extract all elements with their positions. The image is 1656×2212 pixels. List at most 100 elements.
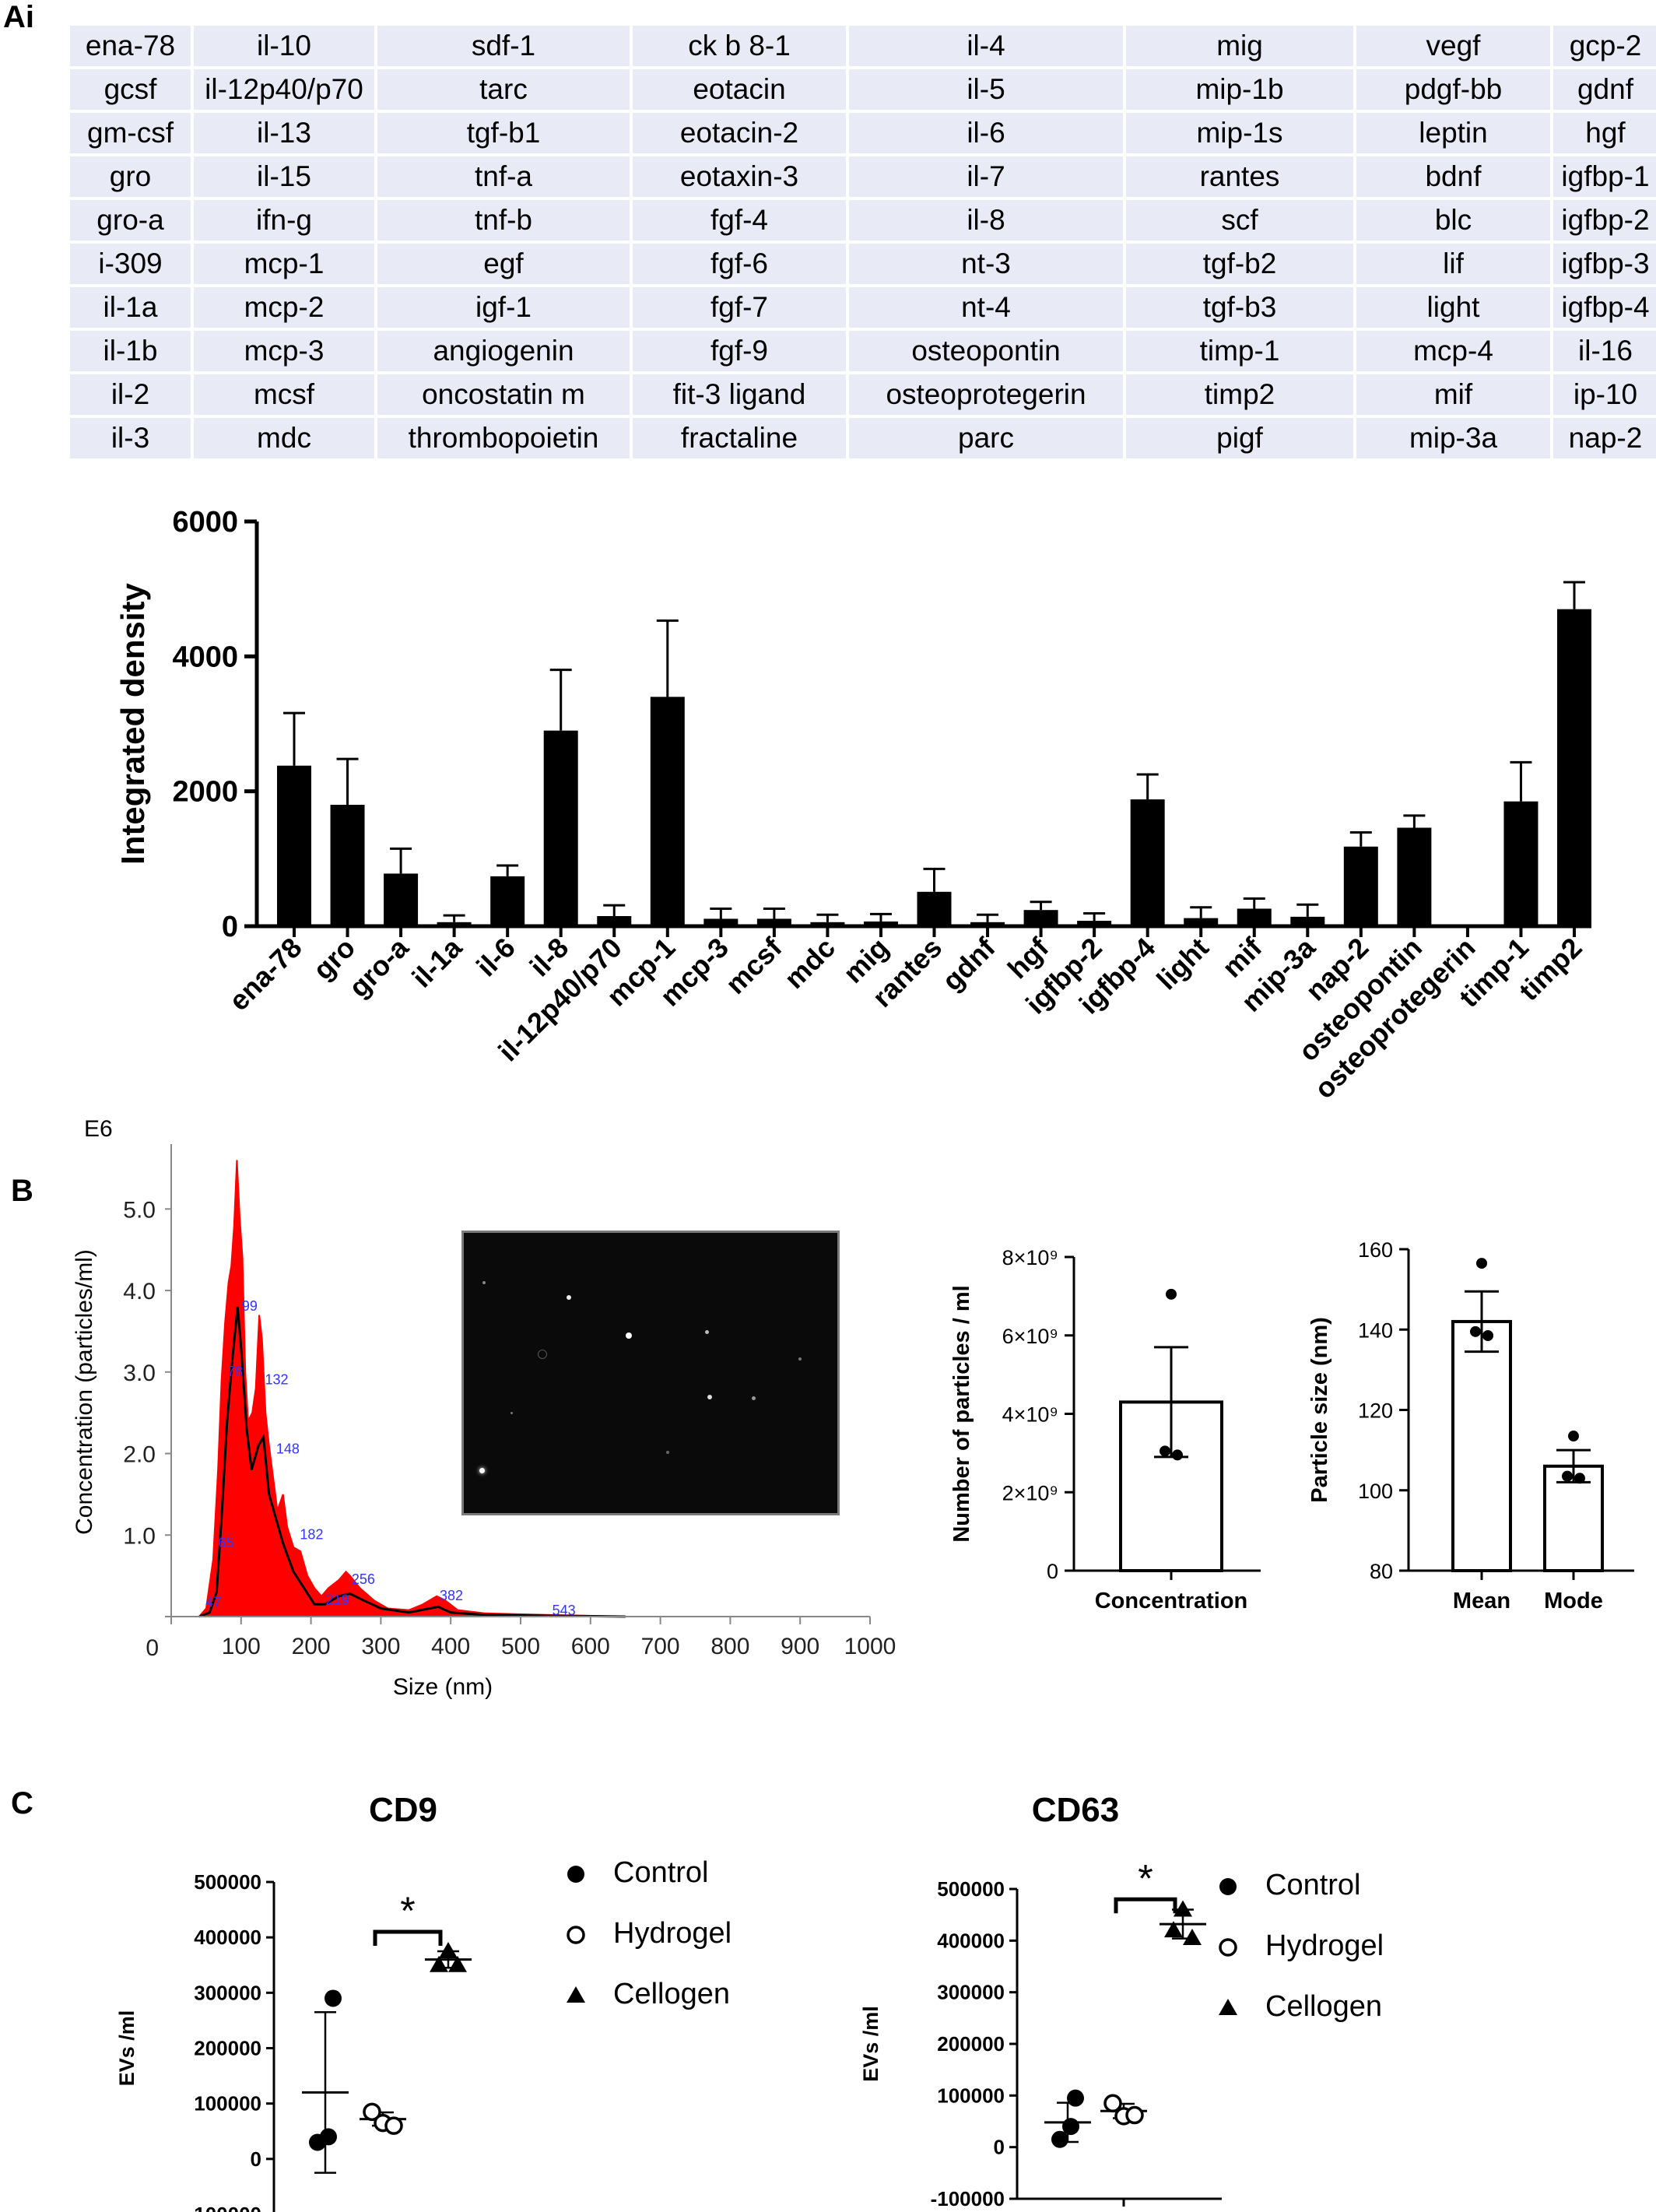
bar	[384, 873, 419, 926]
cytokine-cell: il-16	[1553, 331, 1656, 371]
cytokine-cell: parc	[849, 418, 1123, 458]
legend-marker	[567, 1926, 585, 1944]
cytokine-cell: timp-1	[1126, 331, 1353, 371]
x-tick-label: Mean	[1453, 1589, 1510, 1613]
cytokine-cell: bdnf	[1356, 156, 1550, 197]
cytokine-cell: igf-1	[377, 287, 630, 328]
y-tick-label: 6×10⁹	[1002, 1325, 1058, 1348]
cytokine-cell: osteoprotegerin	[849, 374, 1123, 415]
bar	[597, 916, 632, 926]
data-point	[430, 1955, 448, 1972]
peak-size-label: 78	[227, 1364, 243, 1379]
cytokine-cell: mip-3a	[1356, 418, 1550, 458]
peak-size-label: 47	[205, 1594, 221, 1610]
cytokine-cell: igfbp-2	[1553, 200, 1656, 241]
x-tick-label: 700	[641, 1634, 680, 1659]
cytokine-cell: nt-3	[849, 244, 1123, 284]
legend-label: Hydrogel	[613, 1917, 732, 1950]
data-point	[1067, 2089, 1084, 2107]
peak-size-label: 148	[276, 1441, 300, 1457]
cytokine-cell: il-13	[194, 113, 374, 153]
y-tick-label: 4×10⁹	[1002, 1403, 1058, 1427]
cd9-scatter-chart: CD9 -100000 0 100000 200000 300000 400000 50000…	[115, 1791, 732, 2212]
cytokine-row: i-309 mcp-1 egf fgf-6 nt-3 tgf-b2 lif igfbp-3	[70, 244, 1656, 284]
bar	[1130, 799, 1165, 926]
bar	[1543, 1464, 1604, 1572]
cytokine-cell: nt-4	[849, 287, 1123, 328]
panel-label-b: B	[11, 1174, 33, 1208]
peak-size-label: 219	[326, 1592, 349, 1607]
bar	[1023, 910, 1058, 926]
legend-label: Control	[1265, 1869, 1361, 1901]
x-tick-label: timp2	[1513, 932, 1588, 1007]
y-tick-label: 8×10⁹	[1002, 1246, 1058, 1269]
cytokine-row: gm-csf il-13 tgf-b1 eotacin-2 il-6 mip-1s lept…	[70, 113, 1656, 153]
particle-size-chart: 80 100 120 140 160 Particle size (nm) Mean Mode	[1307, 1238, 1634, 1613]
bar	[917, 891, 952, 926]
legend-label: Hydrogel	[1265, 1929, 1384, 1962]
x-tick-label: gro-a	[342, 931, 415, 1003]
y-axis-title: EVs /ml	[115, 2010, 139, 2087]
y-tick-label: 100	[1358, 1480, 1393, 1503]
x-tick-label: il-1a	[405, 931, 468, 994]
cytokine-cell: mcp-1	[194, 244, 374, 284]
peak-size-label: 65	[218, 1535, 233, 1550]
data-point	[1103, 2094, 1122, 2113]
cytokine-cell: mif	[1356, 374, 1550, 415]
data-point	[1574, 1473, 1585, 1484]
y-tick-label: 0	[222, 911, 238, 943]
cytokine-cell: nap-2	[1553, 418, 1656, 458]
y-tick-label: 140	[1358, 1318, 1393, 1342]
y-tick-label: 5.0	[123, 1197, 156, 1223]
cytokine-array-map: ena-78 il-10 sdf-1 ck b 8-1 il-4 mig vegf gcp-2…	[67, 23, 1656, 462]
bar	[1503, 801, 1538, 926]
data-point	[1470, 1325, 1481, 1337]
cytokine-cell: angiogenin	[377, 331, 630, 371]
x-tick-label: mcsf	[719, 931, 788, 1000]
y-tick-label: 80	[1370, 1560, 1393, 1583]
x-axis-title: Size (nm)	[393, 1674, 493, 1700]
bar	[490, 876, 525, 926]
x-tick-label: 600	[571, 1634, 610, 1659]
y-tick-label: 200000	[937, 2032, 1005, 2056]
cytokine-cell: egf	[377, 244, 630, 284]
data-point	[1568, 1431, 1579, 1442]
bar	[437, 922, 472, 926]
cytokine-cell: ena-78	[70, 26, 191, 66]
y-tick-label: 0	[994, 2136, 1005, 2159]
cytokine-row: il-1b mcp-3 angiogenin fgf-9 osteopontin timp…	[70, 331, 1656, 371]
cytokine-cell: mdc	[194, 418, 374, 458]
y-tick-label: 300000	[194, 1981, 261, 2004]
x-tick-label: light	[1150, 932, 1215, 996]
cytokine-cell: oncostatin m	[377, 374, 630, 415]
y-tick-label: 2×10⁹	[1002, 1481, 1058, 1505]
cytokine-cell: gro-a	[70, 200, 191, 241]
data-point	[1476, 1258, 1487, 1269]
y-multiplier-label: E6	[84, 1116, 113, 1142]
cytokine-cell: gcp-2	[1553, 26, 1656, 66]
x-tick-label: gdnf	[936, 931, 1002, 997]
y-tick-label: 3.0	[123, 1361, 156, 1386]
cytokine-cell: pdgf-bb	[1356, 69, 1550, 110]
significance-star: *	[400, 1889, 415, 1933]
cytokine-cell: gro	[70, 156, 191, 197]
data-point	[1482, 1329, 1493, 1341]
peak-size-label: 99	[242, 1298, 258, 1314]
cytokine-cell: mip-1s	[1126, 113, 1353, 153]
data-point	[1125, 2105, 1144, 2125]
data-point	[439, 1941, 458, 1958]
bar	[1557, 609, 1591, 926]
chart-title: CD63	[1032, 1791, 1120, 1829]
cytokine-cell: il-4	[849, 26, 1123, 66]
cytokine-cell: tnf-a	[377, 156, 630, 197]
cytokine-cell: gdnf	[1553, 69, 1656, 110]
cytokine-cell: ip-10	[1553, 374, 1656, 415]
data-point	[1562, 1470, 1573, 1482]
bar	[1397, 827, 1432, 926]
y-tick-label: 6000	[172, 506, 238, 539]
cytokine-row: gro-a ifn-g tnf-b fgf-4 il-8 scf blc igfbp-2	[70, 200, 1656, 241]
panel-label-c: C	[11, 1786, 33, 1821]
bar	[810, 922, 845, 926]
cytokine-cell: mip-1b	[1126, 69, 1353, 110]
data-point	[1160, 1445, 1170, 1457]
